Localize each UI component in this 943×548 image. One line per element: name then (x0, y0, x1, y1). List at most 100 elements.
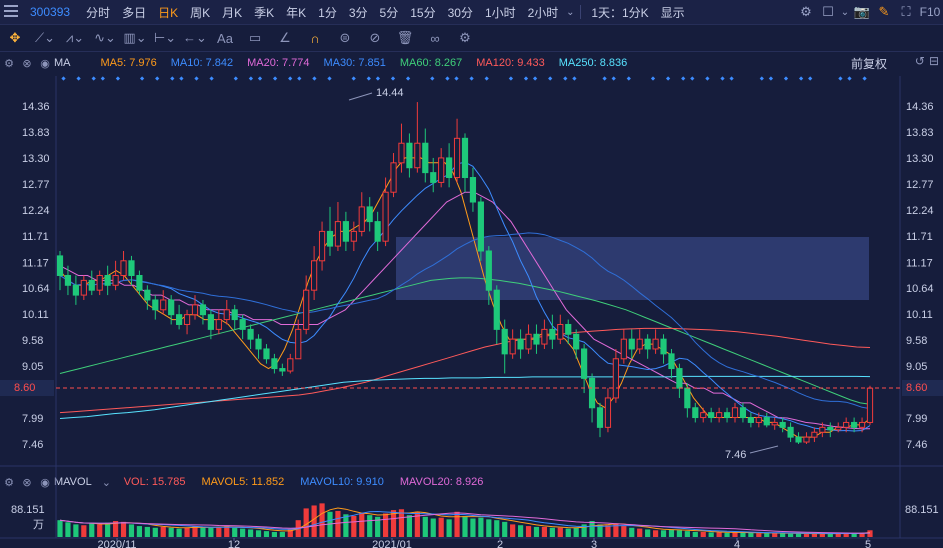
period-5min[interactable]: 5分 (379, 5, 399, 20)
close-icon[interactable]: ⊗ (22, 57, 32, 70)
volume-bar (724, 532, 730, 537)
price-tick-left: 7.46 (22, 439, 43, 451)
ruler-icon[interactable]: ∠ (279, 30, 291, 45)
period-weekly[interactable]: 周K (190, 5, 211, 20)
volume-bar (502, 521, 508, 537)
volume-bar (660, 530, 667, 537)
period-monthly[interactable]: 月K (222, 5, 243, 20)
candle-body (390, 162, 397, 193)
candle-body (509, 338, 516, 355)
period-yearly[interactable]: 年K (286, 5, 307, 20)
fullscreen-icon[interactable]: ⛶ (901, 4, 911, 19)
menu-icon[interactable] (4, 5, 18, 17)
f10-label[interactable]: F10 (919, 5, 941, 19)
camera-icon[interactable]: 📷 (853, 4, 871, 19)
pencil-icon[interactable]: ✎ (878, 4, 890, 19)
signal-marker (508, 76, 514, 81)
undo-icon[interactable]: ↺ (914, 54, 925, 68)
signal-marker (390, 76, 396, 81)
chevron-down-icon[interactable]: ⌄ (101, 476, 111, 489)
candle-body (406, 142, 413, 169)
high-pointer (348, 92, 373, 101)
candle-body (271, 358, 278, 370)
polyline-tool-icon[interactable]: ⩘⌄ (65, 30, 85, 45)
period-quarterly[interactable]: 季K (254, 5, 275, 20)
measure-tool-icon[interactable]: ⊢⌄ (153, 30, 177, 45)
volume-bar (247, 529, 254, 537)
candle-body (604, 397, 612, 428)
settings-icon[interactable]: ⚙ (800, 4, 812, 19)
wave-tool-icon[interactable]: ∿⌄ (94, 30, 116, 45)
settings-icon[interactable]: ⚙ (4, 57, 14, 70)
eye-icon[interactable]: ◉ (40, 57, 50, 70)
volume-bar (494, 520, 500, 537)
volume-bar (780, 533, 786, 537)
stock-code[interactable]: 300393 (30, 5, 71, 19)
rect-tool-icon[interactable]: ▭ (248, 30, 262, 45)
arrow-tool-icon[interactable]: ←⌄ (183, 30, 207, 45)
period-1hour[interactable]: 1小时 (484, 5, 516, 20)
drawing-toolbar: ✥ ⟋⌄ ⩘⌄ ∿⌄ ▥⌄ ⊢⌄ ←⌄ Aa ▭ ∠ ∩ ⊜ ⊘ 🗑 ∞ ⚙ (0, 25, 943, 52)
volume-bar (216, 526, 222, 537)
signal-marker (469, 76, 474, 81)
price-tick-left: 10.64 (22, 283, 50, 295)
ma-line-ma250 (59, 375, 871, 419)
volume-bar (867, 530, 873, 537)
signal-marker (768, 76, 774, 81)
text-tool-icon[interactable]: Aa (217, 30, 233, 46)
delete-icon[interactable]: 🗑 (396, 30, 414, 45)
interval-select[interactable]: 1天：1分K (591, 5, 649, 20)
period-2hour[interactable]: 2小时 (527, 5, 559, 20)
volume-bar (764, 533, 770, 537)
chevron-down-icon[interactable]: ⌄ (840, 6, 850, 18)
ma-legend: ⚙ ⊗ ◉ MA MA5: 7.976 MA10: 7.842 MA20: 7.… (0, 52, 943, 74)
checkbox-icon[interactable]: ☐ (822, 4, 834, 19)
drawing-settings-icon[interactable]: ⚙ (459, 30, 471, 45)
candle-body (342, 221, 349, 242)
candle-body (851, 421, 858, 428)
candle-body (581, 348, 588, 379)
crosshair-move-icon[interactable]: ✥ (9, 30, 21, 45)
settings-icon[interactable]: ⚙ (4, 476, 14, 489)
volume-bar (676, 530, 683, 537)
volume-bar (414, 511, 420, 537)
eye-icon[interactable]: ◉ (40, 476, 50, 489)
link-icon[interactable]: ∞ (430, 30, 440, 46)
signal-marker (351, 76, 356, 81)
candle-body (128, 260, 135, 276)
signal-marker (729, 76, 734, 81)
low-annotation: 7.46 (725, 449, 746, 461)
fib-tool-icon[interactable]: ▥⌄ (123, 30, 147, 45)
lock-icon[interactable]: ⊜ (339, 30, 351, 45)
magnet-icon[interactable]: ∩ (310, 30, 320, 46)
volume-bar (811, 533, 818, 537)
period-15min[interactable]: 15分 (410, 5, 436, 20)
period-intraday[interactable]: 分时 (86, 5, 111, 20)
collapse-icon[interactable]: ⊟ (928, 54, 939, 68)
volume-unit-left: 万 (33, 519, 44, 531)
period-1min[interactable]: 1分 (318, 5, 337, 20)
line-tool-icon[interactable]: ⟋⌄ (35, 30, 55, 45)
volume-bar (319, 503, 325, 537)
period-daily[interactable]: 日K (158, 5, 179, 20)
candle-body (525, 333, 532, 350)
volume-bar (263, 531, 270, 537)
period-multiday[interactable]: 多日 (122, 5, 147, 20)
hide-icon[interactable]: ⊘ (369, 30, 381, 45)
close-icon[interactable]: ⊗ (22, 476, 32, 489)
volume-bar (112, 521, 119, 537)
highlight-zone (396, 237, 869, 300)
period-30min[interactable]: 30分 (447, 5, 473, 20)
candle-body (795, 436, 802, 443)
volume-bar (597, 524, 603, 537)
ma20-label: MA20: 7.774 (247, 57, 310, 69)
restore-rights-button[interactable]: 前复权 (850, 57, 887, 71)
volume-bar (120, 521, 127, 537)
candle-body (549, 328, 556, 340)
chevron-down-icon[interactable]: ⌄ (566, 6, 575, 18)
candle-body (620, 338, 627, 360)
candle-body (692, 407, 699, 419)
display-select[interactable]: 显示 (660, 5, 685, 20)
period-3min[interactable]: 3分 (348, 5, 368, 20)
